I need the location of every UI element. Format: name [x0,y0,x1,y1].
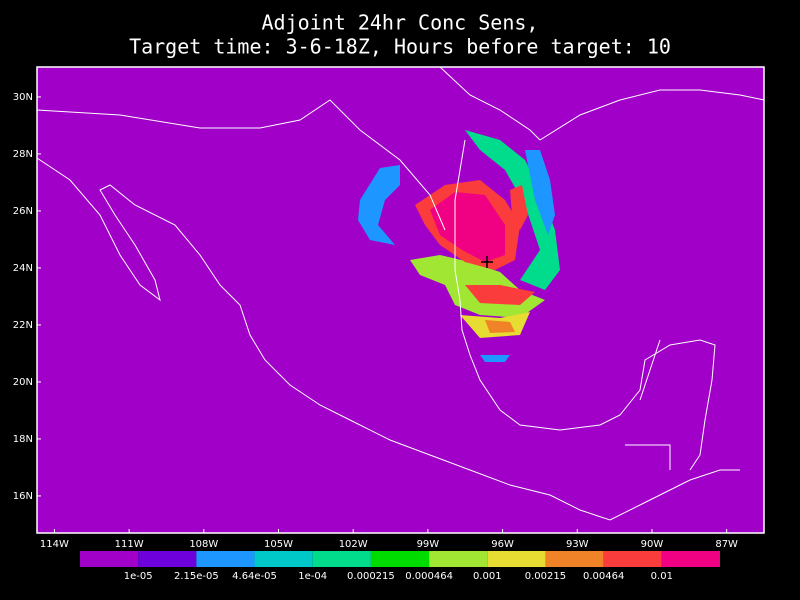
contour [510,185,528,230]
x-tick-label: 90W [641,539,664,550]
colorbar-label: 0.00215 [525,571,566,582]
colorbar-swatch [80,551,139,567]
colorbar-label: 0.001 [473,571,502,582]
colorbar-swatch [254,551,313,567]
contour [525,150,555,235]
contour [430,192,505,262]
y-tick-label: 28N [13,149,33,160]
y-tick-label: 30N [13,92,33,103]
y-tick-label: 26N [13,206,33,217]
map-frame [36,66,765,534]
colorbar-label: 0.000464 [405,571,453,582]
y-tick-label: 24N [13,263,33,274]
x-tick-label: 114W [40,539,69,550]
contour [465,285,535,305]
x-tick-label: 87W [715,539,738,550]
y-tick-label: 18N [13,434,33,445]
y-tick-label: 22N [13,320,33,331]
colorbar-swatch [312,551,371,567]
colorbar-swatch [661,551,720,567]
colorbar-label: 4.64e-05 [232,571,277,582]
colorbar-swatch [196,551,255,567]
colorbar-swatch [487,551,546,567]
x-tick-label: 105W [264,539,293,550]
coastlines [36,66,765,521]
target-marker [481,256,493,268]
colorbar-label: 0.000215 [347,571,395,582]
x-tick-label: 111W [115,539,144,550]
colorbar-swatch [370,551,430,567]
x-tick-label: 108W [189,539,218,550]
colorbar-label: 1e-05 [124,571,153,582]
y-tick-label: 16N [13,491,33,502]
map-area [37,67,764,533]
coastline [439,66,716,471]
colorbar-label: 2.15e-05 [174,571,219,582]
border [625,339,671,470]
x-tick-label: 99W [417,539,440,550]
x-tick-label: 93W [566,539,589,550]
colorbar-swatch [138,551,197,567]
title-line: Target time: 3-6-18Z, Hours before targe… [129,35,671,59]
title-line: Adjoint 24hr Conc Sens, [262,11,539,35]
border [36,99,446,231]
coastline [539,89,765,141]
x-tick-label: 96W [491,539,514,550]
contour [485,320,515,333]
y-tick-label: 20N [13,377,33,388]
colorbar-swatch [429,551,488,567]
colorbar-swatch [603,551,662,567]
contour [358,165,400,245]
colorbar-label: 0.00464 [583,571,624,582]
sensitivity-field [358,130,560,362]
colorbar-label: 1e-04 [298,571,327,582]
colorbar-label: 0.01 [651,571,673,582]
x-tick-label: 102W [339,539,368,550]
colorbar-swatch [545,551,604,567]
contour [480,355,510,362]
coastline [36,157,740,521]
